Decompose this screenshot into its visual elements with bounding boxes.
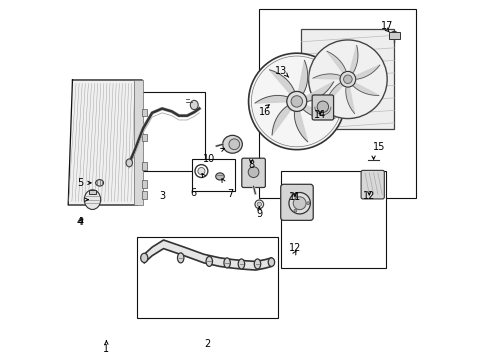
Polygon shape	[348, 79, 379, 95]
Ellipse shape	[141, 253, 148, 262]
Ellipse shape	[229, 139, 240, 150]
Circle shape	[293, 197, 306, 210]
Bar	[301, 29, 394, 129]
Text: 8: 8	[248, 160, 254, 170]
FancyBboxPatch shape	[361, 170, 384, 199]
FancyBboxPatch shape	[242, 158, 266, 188]
Circle shape	[294, 209, 297, 212]
Circle shape	[291, 96, 302, 107]
Text: 11: 11	[289, 192, 301, 202]
Circle shape	[340, 71, 356, 87]
Text: 10: 10	[203, 154, 216, 163]
Ellipse shape	[268, 258, 275, 266]
Bar	[142, 109, 147, 116]
Text: 13: 13	[274, 66, 287, 76]
FancyBboxPatch shape	[312, 95, 334, 120]
Text: 4: 4	[77, 217, 83, 227]
Bar	[134, 80, 143, 205]
Ellipse shape	[254, 259, 261, 269]
Ellipse shape	[391, 31, 398, 39]
Polygon shape	[255, 95, 297, 103]
Ellipse shape	[206, 256, 213, 266]
Circle shape	[317, 101, 329, 112]
Polygon shape	[325, 79, 348, 106]
Ellipse shape	[224, 258, 230, 268]
Ellipse shape	[84, 190, 100, 210]
Polygon shape	[297, 82, 334, 102]
Bar	[192, 158, 235, 191]
Bar	[142, 162, 147, 170]
Ellipse shape	[222, 135, 243, 153]
Polygon shape	[348, 65, 380, 79]
Polygon shape	[270, 70, 297, 102]
Circle shape	[307, 202, 310, 204]
Text: 12: 12	[289, 243, 301, 253]
Bar	[389, 32, 400, 39]
Bar	[259, 9, 416, 198]
Bar	[142, 134, 147, 141]
Text: 16: 16	[259, 107, 271, 117]
Polygon shape	[313, 74, 348, 79]
Circle shape	[287, 91, 307, 111]
Text: 1: 1	[103, 343, 109, 354]
Ellipse shape	[126, 159, 132, 167]
Text: 12: 12	[363, 191, 375, 201]
Polygon shape	[346, 79, 355, 114]
Ellipse shape	[216, 173, 224, 180]
Bar	[281, 171, 386, 267]
Bar	[89, 190, 96, 194]
Text: 3: 3	[159, 191, 165, 201]
Circle shape	[198, 167, 205, 175]
Circle shape	[195, 165, 208, 177]
Polygon shape	[297, 60, 308, 102]
Circle shape	[289, 193, 310, 214]
Circle shape	[248, 53, 345, 150]
Ellipse shape	[190, 100, 198, 110]
Ellipse shape	[177, 253, 184, 263]
Bar	[142, 180, 147, 188]
Bar	[142, 191, 147, 199]
Polygon shape	[272, 102, 297, 135]
Polygon shape	[348, 45, 358, 79]
Circle shape	[343, 75, 352, 84]
Text: 7: 7	[227, 189, 233, 199]
Text: 4: 4	[77, 217, 84, 227]
Ellipse shape	[238, 259, 245, 269]
Circle shape	[294, 194, 297, 197]
Polygon shape	[327, 51, 348, 79]
Text: 17: 17	[381, 21, 393, 31]
Bar	[123, 93, 205, 171]
Circle shape	[309, 40, 387, 118]
Ellipse shape	[96, 180, 103, 186]
Polygon shape	[297, 102, 335, 119]
Circle shape	[255, 200, 264, 208]
Polygon shape	[144, 240, 271, 270]
Circle shape	[257, 202, 262, 206]
Text: 6: 6	[190, 188, 196, 198]
Text: 9: 9	[256, 209, 262, 219]
Text: 14: 14	[314, 110, 326, 120]
Polygon shape	[294, 102, 308, 142]
FancyBboxPatch shape	[281, 184, 313, 220]
Text: 2: 2	[204, 339, 211, 349]
Text: 5: 5	[77, 178, 84, 188]
Circle shape	[248, 167, 259, 177]
Bar	[137, 237, 278, 318]
Polygon shape	[68, 80, 142, 205]
Circle shape	[251, 56, 342, 147]
Text: 15: 15	[373, 142, 386, 152]
